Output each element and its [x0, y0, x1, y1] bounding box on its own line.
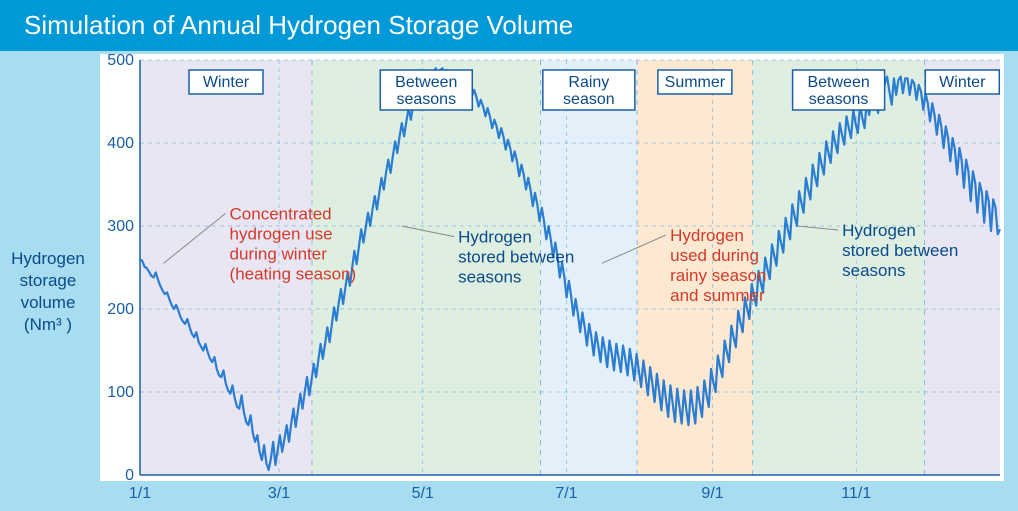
chart-frame: Simulation of Annual Hydrogen Storage Vo… — [0, 0, 1018, 511]
x-tick-label: 11/1 — [841, 485, 871, 503]
svg-text:Hydrogen: Hydrogen — [842, 221, 916, 240]
svg-text:100: 100 — [107, 384, 134, 401]
chart-title: Simulation of Annual Hydrogen Storage Vo… — [0, 0, 1018, 51]
svg-text:500: 500 — [107, 54, 134, 69]
svg-text:(heating season): (heating season) — [230, 264, 357, 283]
chart-area: Hydrogen storage volume (Nm³ ) 0 100 200 30… — [0, 48, 1018, 511]
svg-text:seasons: seasons — [809, 91, 869, 108]
svg-text:Concentrated: Concentrated — [230, 204, 332, 223]
y-axis-label: Hydrogen storage volume (Nm³ ) — [0, 248, 96, 336]
svg-text:and summer: and summer — [670, 286, 765, 305]
svg-text:Between: Between — [807, 74, 869, 91]
plot-svg: 0100200300400500WinterBetweenseasonsRain… — [100, 54, 1004, 481]
x-tick-label: 7/1 — [555, 485, 577, 503]
svg-text:Between: Between — [395, 74, 457, 91]
svg-text:hydrogen use: hydrogen use — [230, 224, 333, 243]
svg-text:400: 400 — [107, 135, 134, 152]
svg-text:rainy season: rainy season — [670, 266, 766, 285]
svg-text:Hydrogen: Hydrogen — [458, 228, 532, 247]
svg-text:Hydrogen: Hydrogen — [670, 226, 744, 245]
x-tick-label: 3/1 — [268, 485, 290, 503]
svg-text:200: 200 — [107, 301, 134, 318]
svg-text:Summer: Summer — [665, 74, 726, 91]
svg-text:Winter: Winter — [203, 74, 250, 91]
x-tick-label: 9/1 — [701, 485, 723, 503]
x-tick-label: 1/1 — [129, 485, 151, 503]
svg-text:Rainy: Rainy — [568, 74, 609, 91]
svg-text:Winter: Winter — [939, 74, 986, 91]
svg-text:0: 0 — [125, 467, 134, 481]
svg-text:during winter: during winter — [230, 244, 328, 263]
svg-text:stored between: stored between — [842, 241, 958, 260]
svg-text:seasons: seasons — [842, 261, 905, 280]
svg-text:seasons: seasons — [396, 91, 456, 108]
svg-text:seasons: seasons — [458, 268, 521, 287]
x-axis-labels: 1/1 3/1 5/1 7/1 9/1 11/1 — [100, 485, 1004, 507]
svg-text:stored between: stored between — [458, 248, 574, 267]
svg-text:used during: used during — [670, 246, 759, 265]
x-tick-label: 5/1 — [412, 485, 434, 503]
svg-text:season: season — [563, 91, 615, 108]
svg-text:300: 300 — [107, 218, 134, 235]
plot-area: 0100200300400500WinterBetweenseasonsRain… — [100, 54, 1004, 481]
